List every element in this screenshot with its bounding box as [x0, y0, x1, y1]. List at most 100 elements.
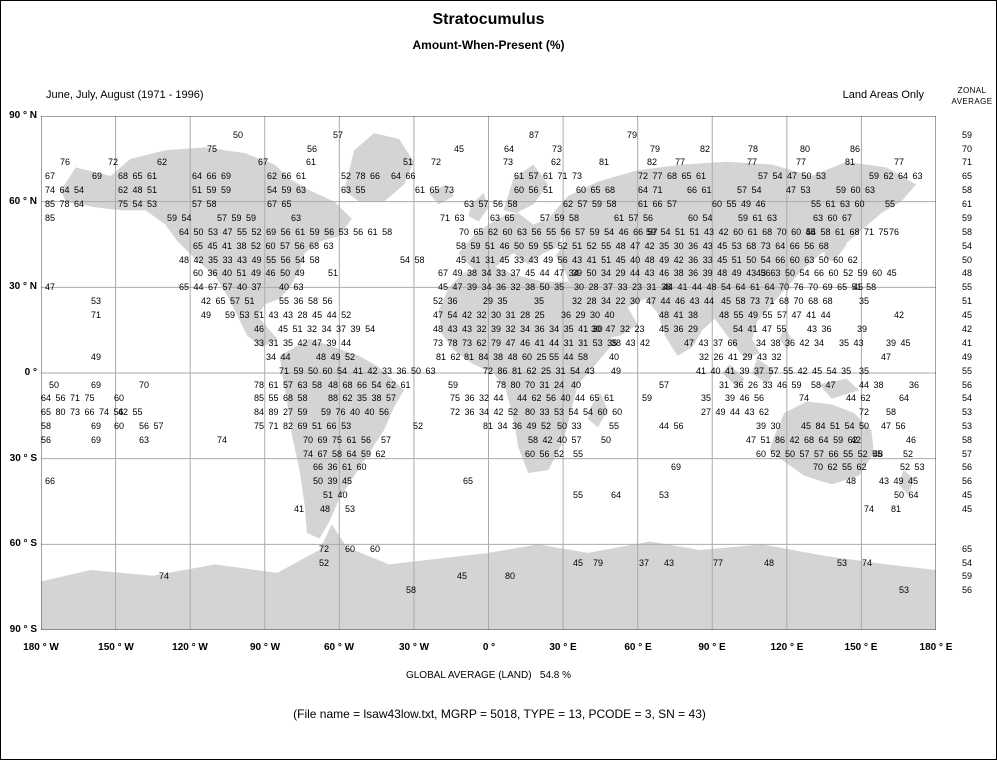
cell-values-run: 64 66 69 [192, 171, 232, 181]
cell-values-run: 60 54 [688, 213, 713, 223]
cell-values-run: 62 66 61 [267, 171, 307, 181]
page-subtitle: Amount-When-Present (%) [412, 38, 565, 52]
cell-values-run: 58 [41, 421, 52, 431]
cell-values-run: 51 59 59 [192, 185, 232, 195]
cell-values-run: 65 80 73 66 74 56 [41, 407, 124, 417]
cell-values-run: 48 [764, 558, 775, 568]
cell-values-run: 62 57 59 58 [563, 199, 617, 209]
cell-values-run: 48 49 52 [316, 352, 356, 362]
cell-values-run: 67 [258, 157, 269, 167]
cell-values-run: 72 [319, 544, 330, 554]
zonal-average-value: 55 [961, 282, 972, 292]
cell-values-run: 64 66 [391, 171, 416, 181]
cell-values-run: 72 36 34 42 52 [450, 407, 519, 417]
cell-values-run: 50 [601, 435, 612, 445]
latitude-tick-label: 30 ° N [9, 281, 37, 292]
cell-values-run: 45 [457, 571, 468, 581]
cell-values-run: 70 [139, 380, 150, 390]
cell-values-run: 36 [909, 380, 920, 390]
cell-values-run: 45 [454, 144, 465, 154]
landmass-madagascar [587, 392, 608, 428]
cell-values-run: 76 [889, 227, 900, 237]
landmass-europe [458, 213, 564, 276]
cell-values-run: 47 51 86 42 68 64 59 62 [746, 435, 858, 445]
cell-values-run: 86 [850, 144, 861, 154]
cell-values-run: 72 86 81 62 25 31 54 43 [483, 366, 595, 376]
cell-values-run: 55 [885, 199, 896, 209]
landmass-new-zealand [898, 470, 914, 496]
cell-values-run: 77 [675, 157, 686, 167]
cell-values-run: 55 [609, 421, 620, 431]
latitude-tick-label: 60 ° S [9, 538, 37, 549]
coverage-label: Land Areas Only [842, 89, 924, 101]
cell-values-run: 35 [534, 296, 545, 306]
cell-values-run: 45 58 73 71 68 70 68 68 [721, 296, 833, 306]
cell-values-run: 39 45 [886, 338, 911, 348]
cell-values-run: 59 60 63 [836, 185, 876, 195]
cell-values-run: 65 [463, 476, 474, 486]
latitude-tick-label: 90 ° S [9, 624, 37, 635]
cell-values-run: 52 [319, 558, 330, 568]
cell-values-run: 66 [45, 476, 56, 486]
landmass-philippines [779, 327, 792, 351]
cell-values-run: 35 [701, 393, 712, 403]
cell-values-run: 70 69 75 61 56 [303, 435, 372, 445]
zonal-average-value: 45 [961, 490, 972, 500]
landmass-borneo [752, 358, 775, 385]
cell-values-run: 68 65 61 [118, 171, 158, 181]
longitude-tick-label: 150 ° W [98, 642, 134, 653]
cell-values-run: 70 62 55 62 [813, 462, 867, 472]
cell-values-run: 52 53 [900, 462, 925, 472]
cell-values-run: 81 [891, 504, 902, 514]
cell-values-run: 43 36 [807, 324, 832, 334]
zonal-average-value: 54 [961, 241, 972, 251]
cell-values-run: 57 54 [737, 185, 762, 195]
cell-values-run: 81 [845, 157, 856, 167]
cell-values-run: 44 62 [846, 393, 871, 403]
cell-values-run: 59 61 63 [738, 213, 778, 223]
cell-values-run: 77 [713, 558, 724, 568]
cell-values-run: 71 [91, 310, 102, 320]
cell-values-run: 61 57 56 [614, 213, 654, 223]
cell-values-run: 60 [370, 544, 381, 554]
cell-values-run: 45 51 32 34 37 39 54 [278, 324, 376, 334]
longitude-tick-label: 60 ° E [624, 642, 652, 653]
cell-values-run: 57 59 58 [540, 213, 580, 223]
cell-values-run: 78 61 57 63 58 [254, 380, 323, 390]
cell-values-run: 38 43 42 [611, 338, 651, 348]
cell-values-run: 65 44 67 57 40 37 [179, 282, 262, 292]
cell-values-run: 27 49 44 43 62 [701, 407, 770, 417]
cell-values-run: 48 42 35 33 43 49 55 56 54 58 [179, 255, 320, 265]
cell-values-run: 49 [611, 366, 622, 376]
cell-values-run: 74 64 54 [45, 185, 85, 195]
cell-values-run: 48 [846, 476, 857, 486]
cell-values-run: 61 65 73 [415, 185, 455, 195]
cell-values-run: 65 45 41 38 52 60 57 56 68 63 [193, 241, 334, 251]
cell-values-run: 52 [413, 421, 424, 431]
cell-values-run: 49 [91, 352, 102, 362]
landmass-new-guinea [819, 378, 859, 399]
zonal-average-value: 59 [961, 571, 972, 581]
cell-values-run: 55 [573, 490, 584, 500]
cell-values-run: 54 59 63 [267, 185, 307, 195]
cell-values-run: 57 [659, 380, 670, 390]
cell-values-run: 71 59 50 60 54 [279, 366, 348, 376]
cell-values-run: 62 [157, 157, 168, 167]
cell-values-run: 60 [345, 544, 356, 554]
cell-values-run: 57 54 47 50 53 [758, 171, 827, 181]
zonal-average-value: 58 [961, 435, 972, 445]
cell-values-run: 42 [851, 435, 862, 445]
zonal-average-value: 50 [961, 255, 972, 265]
longitude-tick-label: 60 ° W [323, 642, 355, 653]
cell-values-run: 80 [505, 571, 516, 581]
cell-values-run: 41 [294, 504, 305, 514]
cell-values-run: 74 67 58 64 59 62 [303, 449, 386, 459]
zonal-average-value: 56 [961, 380, 972, 390]
cell-values-run: 59 62 64 63 [869, 171, 923, 181]
cell-values-run: 78 80 70 31 24 [496, 380, 565, 390]
cell-values-run: 58 47 [811, 380, 836, 390]
cell-values-run: 72 [431, 157, 442, 167]
zonal-average-value: 58 [961, 227, 972, 237]
cell-values-run: 59 [642, 393, 653, 403]
global-average-label: GLOBAL AVERAGE (LAND) 54.8 % [405, 670, 572, 681]
